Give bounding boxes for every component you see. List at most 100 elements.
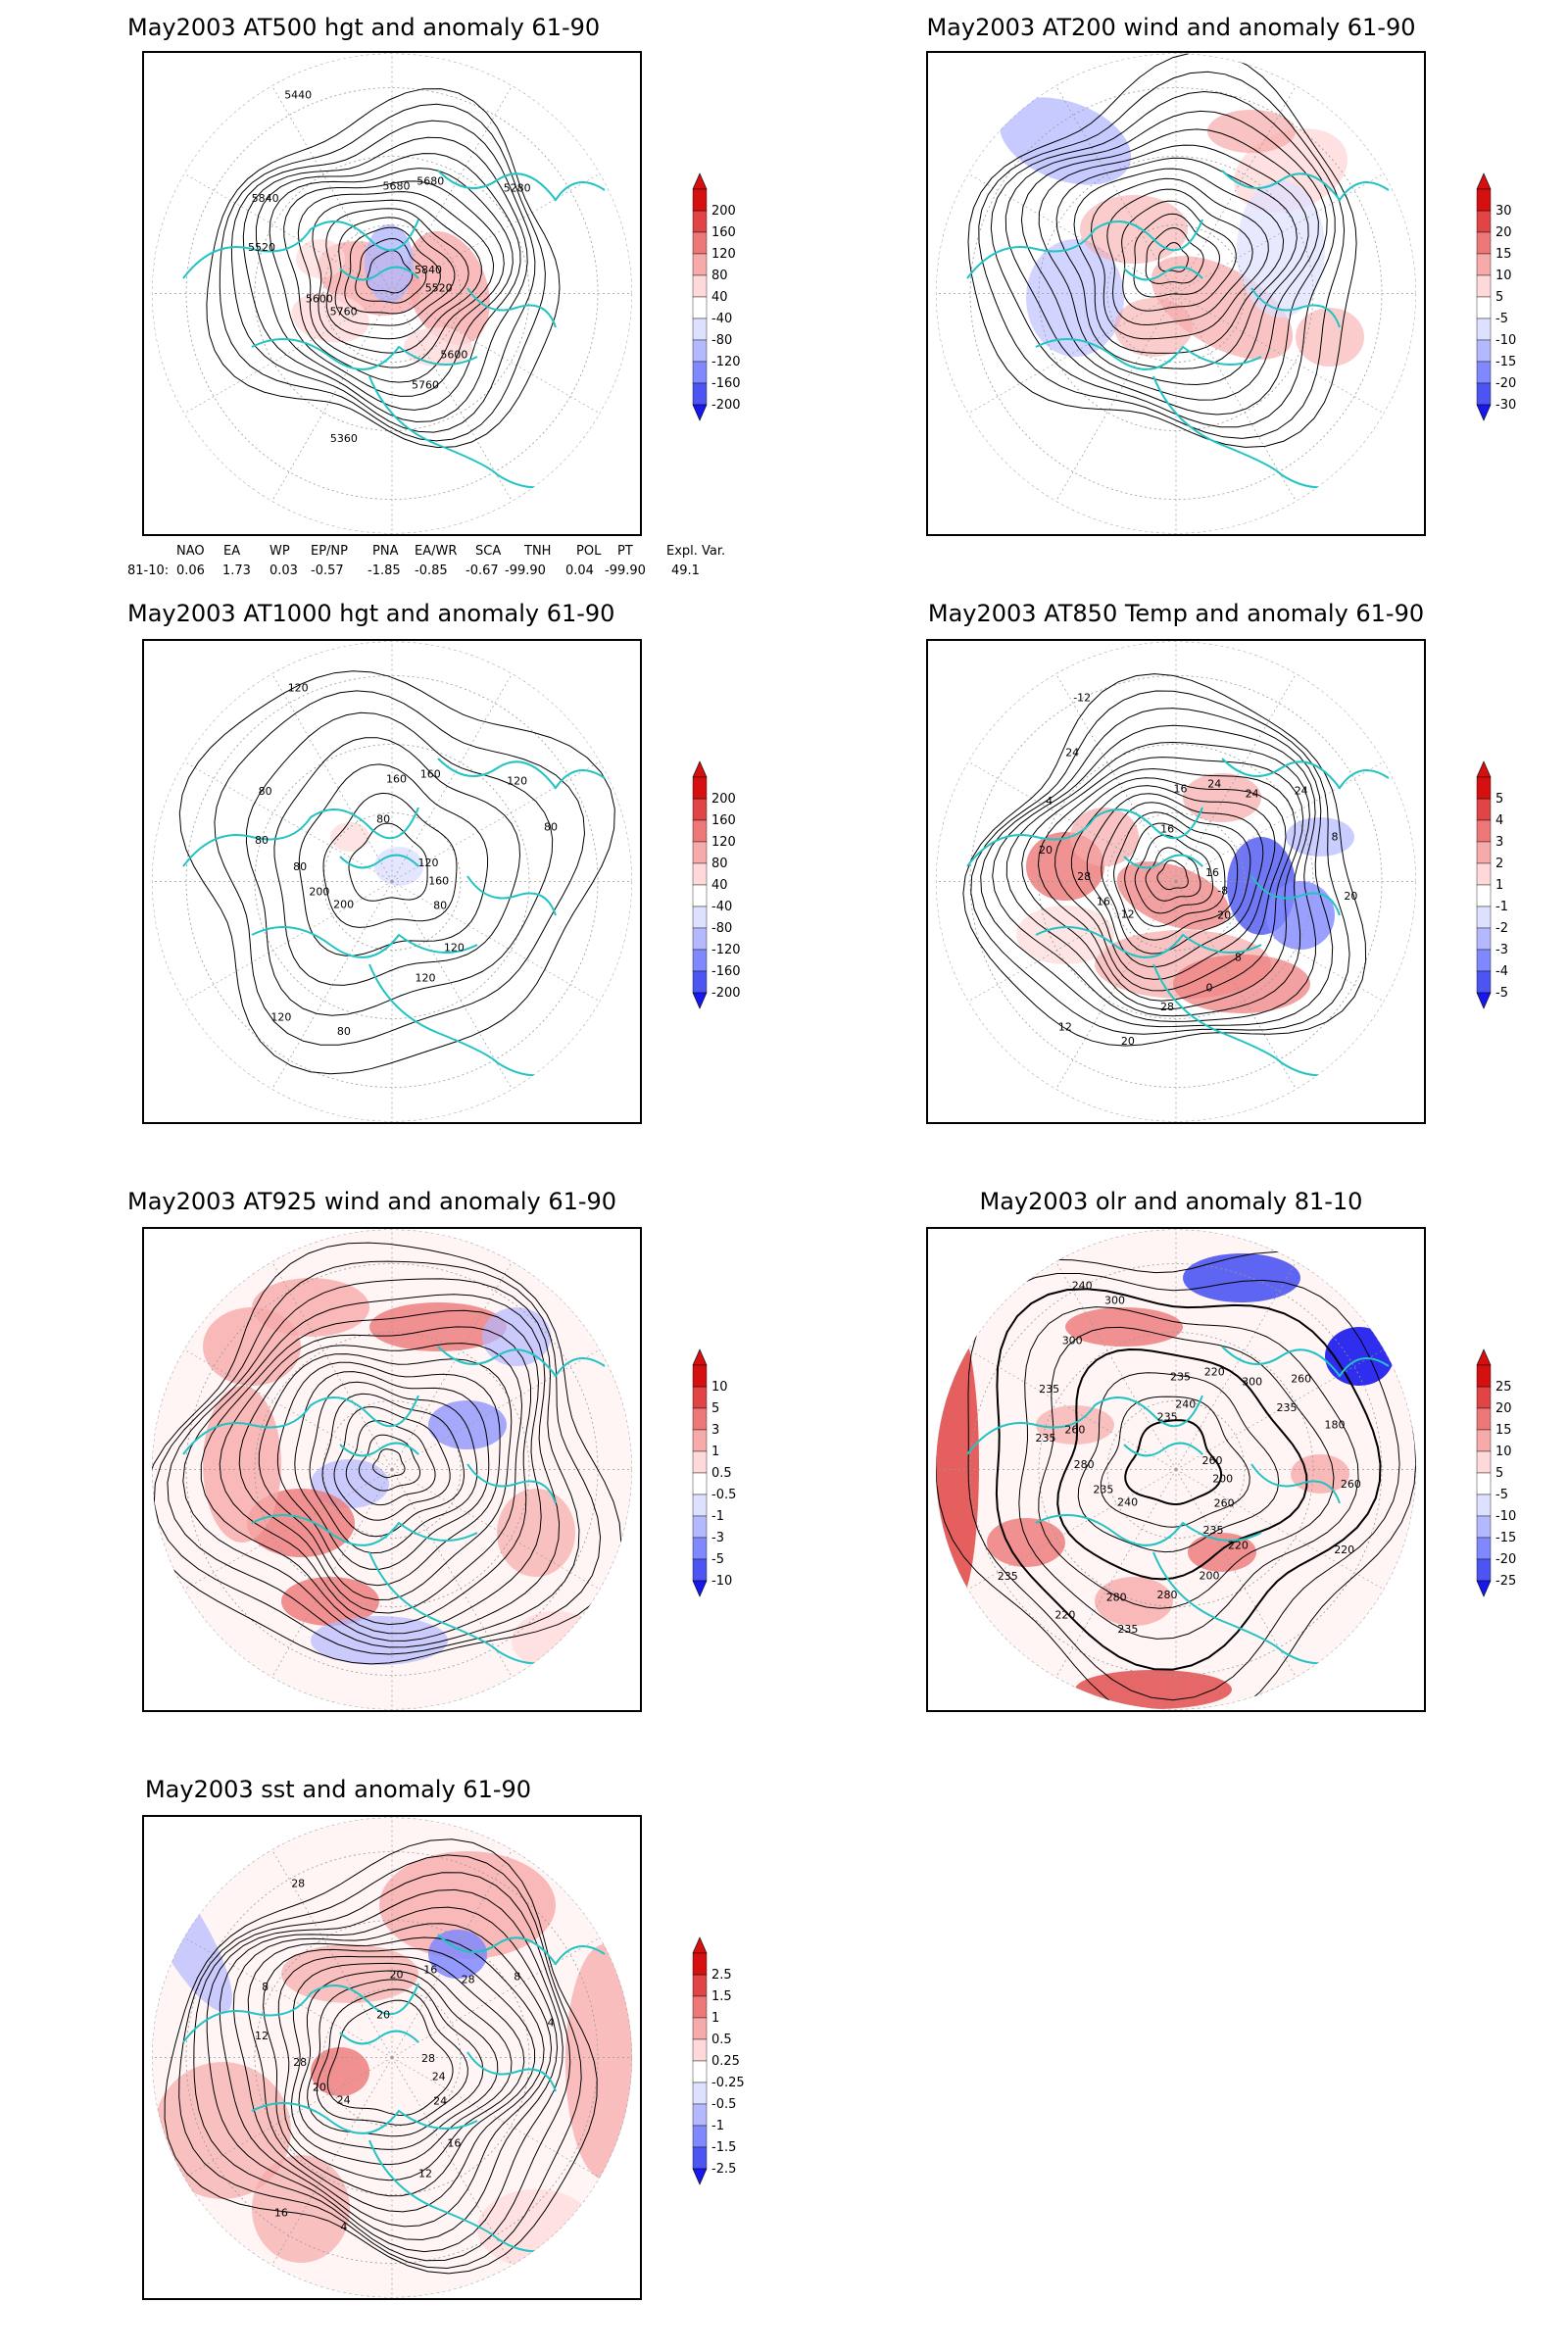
colorbar-swatch	[1476, 798, 1492, 821]
colorbar-swatch	[1476, 841, 1492, 864]
colorbar-swatch	[692, 188, 708, 212]
contour-label: 300	[1104, 1295, 1125, 1307]
coastline	[1250, 1463, 1341, 1504]
anomaly-shading	[1173, 955, 1310, 1013]
colorbar-tick-label: 20	[1495, 1401, 1512, 1416]
colorbar-tick-label: -200	[711, 398, 741, 413]
contour-line	[238, 1343, 523, 1614]
colorbar-tick-label: -1.5	[711, 2140, 736, 2155]
meridian-line	[1175, 1348, 1385, 1470]
contour-label: 240	[1117, 1496, 1138, 1509]
meridian-line	[183, 881, 393, 1003]
colorbar-swatch	[692, 1537, 708, 1560]
anomaly-shading	[296, 239, 345, 278]
contour-line	[297, 191, 495, 368]
contour-label: 5760	[330, 306, 358, 318]
colorbar-tick-label: 10	[1495, 269, 1512, 283]
contour-label: 5680	[383, 179, 411, 192]
colorbar-tick-label: 200	[711, 792, 736, 807]
coastline	[368, 375, 557, 489]
contour-line	[276, 1361, 501, 1587]
coastline	[251, 338, 478, 370]
contour-line	[1106, 188, 1253, 326]
colorbar-tick-label: 80	[711, 269, 728, 283]
contour-label: 16	[423, 1963, 437, 1976]
anomaly-shading	[1207, 110, 1296, 153]
hemisphere-disc	[936, 53, 1416, 534]
contour-line	[283, 180, 505, 383]
colorbar-swatch	[1476, 1472, 1492, 1495]
anomaly-shading	[252, 2155, 350, 2263]
colorbar-swatch	[692, 906, 708, 929]
contour-line	[344, 226, 441, 315]
contour-line	[1005, 741, 1310, 1017]
colorbar-tick-label: -2.5	[711, 2162, 736, 2177]
contour-line	[348, 822, 428, 902]
colorbar-arrow-top	[692, 1936, 708, 1954]
colorbar-swatch	[692, 1450, 708, 1474]
coastline	[1035, 1514, 1262, 1546]
contour-label: 24	[1246, 787, 1259, 800]
colorbar-arrow-bottom	[692, 2168, 708, 2185]
anomaly-shading	[482, 1307, 551, 1366]
hemisphere-disc	[152, 1229, 632, 1710]
colorbar-tick-label: 2.5	[711, 1968, 732, 1983]
index-header: EA/WR	[415, 544, 458, 559]
contour-line	[178, 1854, 582, 2270]
contour-label: 80	[293, 860, 307, 873]
meridian-line	[1055, 1261, 1177, 1470]
colorbar-swatch	[692, 927, 708, 951]
contour-label: 260	[1202, 1454, 1223, 1467]
contour-line	[273, 737, 521, 986]
meridian-line	[1055, 881, 1177, 1090]
contour-label: 4	[548, 2016, 555, 2029]
colorbar-swatch	[692, 2125, 708, 2148]
anomaly-shading	[1296, 308, 1364, 367]
colorbar-swatch	[1476, 1364, 1492, 1388]
contour-label: 80	[376, 812, 390, 825]
meridian-line	[183, 293, 393, 415]
coastline	[1123, 1442, 1203, 1457]
contour-label: -12	[1073, 692, 1091, 705]
coastline	[339, 854, 419, 869]
contour-line	[178, 670, 615, 1075]
panel-title-p1: May2003 AT500 hgt and anomaly 61-90	[127, 14, 601, 41]
contour-label: 5840	[415, 264, 442, 276]
contour-label: 160	[386, 772, 407, 785]
colorbar-swatch	[692, 776, 708, 800]
hemisphere-disc: 120 200 160 120 80 120 80 120 160 200 160 120 80 80 12…	[152, 641, 632, 1122]
anomaly-shading	[1065, 1307, 1183, 1347]
coastline	[1250, 875, 1341, 916]
contour-label: 235	[1203, 1524, 1224, 1537]
anomaly-shading	[1036, 1405, 1114, 1445]
colorbar-swatch	[692, 884, 708, 907]
meridian-line	[1175, 881, 1385, 1003]
contour-label: 16	[1097, 896, 1110, 908]
contour-line	[219, 1906, 559, 2241]
colorbar-swatch	[692, 970, 708, 994]
colorbar-tick-label: -1	[711, 2119, 724, 2133]
colorbar-p1: 200 160 120 80 40 -40 -80 -120 -160 -200	[692, 172, 741, 421]
meridian-line	[391, 2057, 601, 2179]
colorbar-tick-label: 0.25	[711, 2054, 740, 2069]
contour-line	[1134, 834, 1214, 914]
contour-line	[1124, 1419, 1223, 1506]
colorbar-swatch	[692, 1952, 708, 1976]
contour-label: 16	[1160, 822, 1174, 835]
anomaly-shading	[1095, 1577, 1173, 1626]
anomaly-shading	[1286, 817, 1354, 857]
coastline	[339, 2030, 419, 2045]
contour-line	[1020, 128, 1319, 401]
anomaly-shading	[1114, 298, 1193, 357]
contour-label: 16	[447, 2137, 461, 2150]
contour-label: 80	[255, 834, 269, 847]
contour-line	[263, 1947, 535, 2197]
contour-line	[247, 1936, 545, 2213]
colorbar-swatch	[1476, 927, 1492, 951]
contour-label: 28	[421, 2052, 435, 2065]
coastline	[437, 1346, 606, 1378]
meridian-line	[391, 673, 513, 882]
colorbar-tick-label: -10	[1495, 333, 1516, 348]
colorbar-swatch	[1476, 210, 1492, 233]
contour-label: 24	[432, 2071, 446, 2083]
